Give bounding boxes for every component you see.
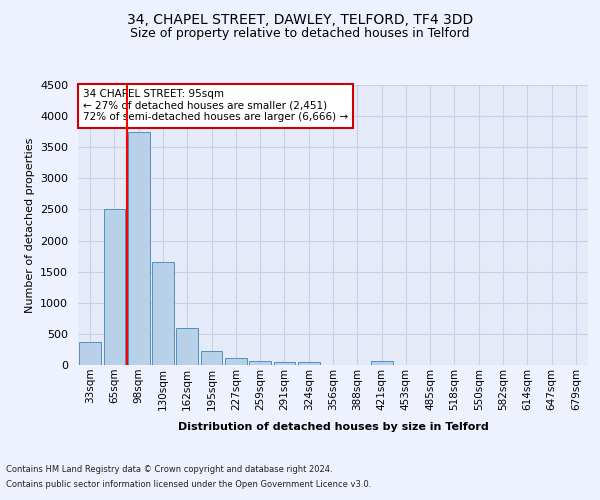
Bar <box>128 132 149 365</box>
Bar <box>176 328 198 365</box>
Text: Contains public sector information licensed under the Open Government Licence v3: Contains public sector information licen… <box>6 480 371 489</box>
Text: 34, CHAPEL STREET, DAWLEY, TELFORD, TF4 3DD: 34, CHAPEL STREET, DAWLEY, TELFORD, TF4 … <box>127 12 473 26</box>
Bar <box>371 362 392 365</box>
Bar <box>104 210 125 365</box>
Y-axis label: Number of detached properties: Number of detached properties <box>25 138 35 312</box>
Bar <box>79 342 101 365</box>
Text: Size of property relative to detached houses in Telford: Size of property relative to detached ho… <box>130 28 470 40</box>
Text: Contains HM Land Registry data © Crown copyright and database right 2024.: Contains HM Land Registry data © Crown c… <box>6 465 332 474</box>
Bar <box>152 262 174 365</box>
Bar <box>225 358 247 365</box>
Bar <box>249 360 271 365</box>
Text: 34 CHAPEL STREET: 95sqm
← 27% of detached houses are smaller (2,451)
72% of semi: 34 CHAPEL STREET: 95sqm ← 27% of detache… <box>83 89 348 122</box>
Bar <box>200 350 223 365</box>
Bar <box>274 362 295 365</box>
Text: Distribution of detached houses by size in Telford: Distribution of detached houses by size … <box>178 422 488 432</box>
Bar <box>298 362 320 365</box>
